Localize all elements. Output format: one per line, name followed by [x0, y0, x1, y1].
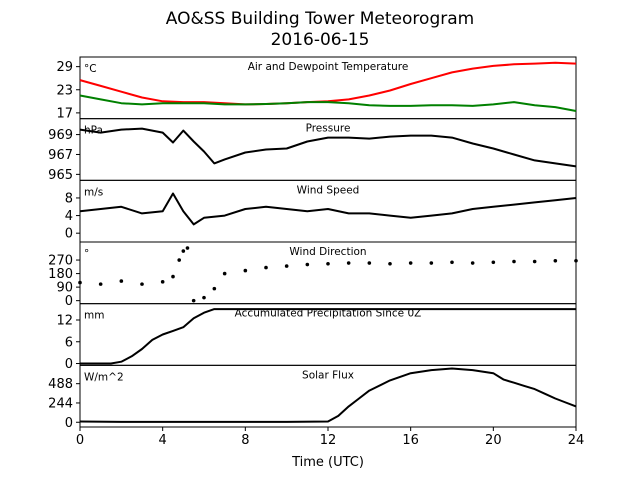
panel-5: 0 244 488 Solar Flux W/m^2: [48, 364, 577, 431]
series-point: [284, 264, 289, 268]
series-point: [181, 249, 186, 253]
series-line-0: [79, 367, 577, 423]
series-point: [160, 280, 165, 284]
chart-panels: 17 23 29 Air and Dewpoint Temperature °C 965 9…: [48, 56, 578, 431]
series-point: [388, 262, 392, 266]
panel-0: 17 23 29 Air and Dewpoint Temperature °C: [56, 56, 577, 121]
series-point: [326, 262, 330, 266]
panel-title: Solar Flux: [302, 369, 354, 381]
y-tick-label: 4: [65, 209, 73, 224]
series-point: [532, 259, 537, 264]
y-tick-label: 6: [65, 335, 73, 350]
series-point: [177, 258, 181, 262]
panel-title: Air and Dewpoint Temperature: [248, 61, 409, 73]
panel-unit: W/m^2: [84, 371, 124, 383]
x-axis: 0 4 8 12 16 20 24: [76, 427, 584, 448]
x-tick-label: 8: [241, 433, 249, 448]
panel-title: Wind Direction: [289, 246, 366, 258]
series-point: [212, 286, 217, 291]
series-point: [119, 279, 124, 283]
series-point: [305, 262, 310, 267]
panel-4: 0 6 12 Accumulated Precipitation Since 0Z mm: [56, 303, 577, 372]
y-tick-label: 0: [65, 416, 73, 431]
y-tick-label: 488: [48, 377, 73, 392]
y-tick-label: 969: [48, 128, 73, 143]
figure-subtitle: 2016-06-15: [271, 30, 370, 50]
panel-unit: °C: [84, 63, 97, 75]
x-tick-label: 20: [485, 433, 502, 448]
panel-unit: °: [84, 248, 89, 260]
series-point: [171, 274, 175, 279]
series-point: [346, 261, 351, 265]
series-point: [202, 295, 206, 300]
series-point: [191, 298, 196, 303]
series-line-0: [80, 308, 576, 365]
series-point: [429, 261, 434, 265]
y-tick-label: 23: [56, 83, 73, 98]
y-tick-label: 180: [48, 267, 73, 282]
y-tick-label: 0: [65, 227, 73, 242]
series-line-1: [79, 94, 577, 112]
y-tick-label: 967: [48, 148, 73, 163]
series-point: [222, 271, 227, 276]
series-point: [408, 261, 413, 265]
series-point: [78, 280, 82, 285]
panel-unit: m/s: [84, 186, 103, 198]
series-point: [574, 259, 578, 263]
series-point: [512, 259, 516, 264]
panel-title: Pressure: [306, 123, 351, 135]
x-axis-label: Time (UTC): [291, 455, 364, 470]
x-tick-label: 24: [568, 433, 585, 448]
figure-title: AO&SS Building Tower Meteorogram: [166, 9, 474, 29]
series-point: [470, 261, 475, 265]
panel-title: Accumulated Precipitation Since 0Z: [235, 308, 422, 320]
y-tick-label: 90: [56, 281, 73, 296]
y-tick-label: 965: [48, 168, 73, 183]
series-point: [264, 265, 268, 270]
y-tick-label: 29: [56, 60, 73, 75]
series-point: [243, 268, 248, 273]
series-point: [98, 282, 103, 286]
y-tick-label: 0: [65, 294, 73, 309]
series-line-0: [79, 192, 577, 226]
series-point: [185, 246, 190, 250]
x-tick-label: 0: [76, 433, 84, 448]
y-tick-label: 244: [48, 396, 73, 411]
y-tick-label: 0: [65, 357, 73, 372]
series-point: [491, 260, 496, 265]
y-tick-label: 12: [56, 313, 73, 328]
x-tick-label: 12: [320, 433, 337, 448]
x-tick-label: 16: [402, 433, 419, 448]
series-line-0: [79, 127, 577, 168]
series-point: [367, 261, 372, 265]
series-point: [450, 260, 454, 265]
y-tick-label: 270: [48, 254, 73, 269]
y-tick-label: 8: [65, 191, 73, 206]
panel-title: Wind Speed: [297, 184, 360, 196]
y-tick-label: 17: [56, 106, 73, 121]
series-point: [140, 282, 144, 286]
x-tick-label: 4: [159, 433, 167, 448]
panel-unit: mm: [84, 310, 104, 322]
series-point: [553, 259, 558, 263]
panel-2: 0 4 8 Wind Speed m/s: [65, 179, 577, 243]
